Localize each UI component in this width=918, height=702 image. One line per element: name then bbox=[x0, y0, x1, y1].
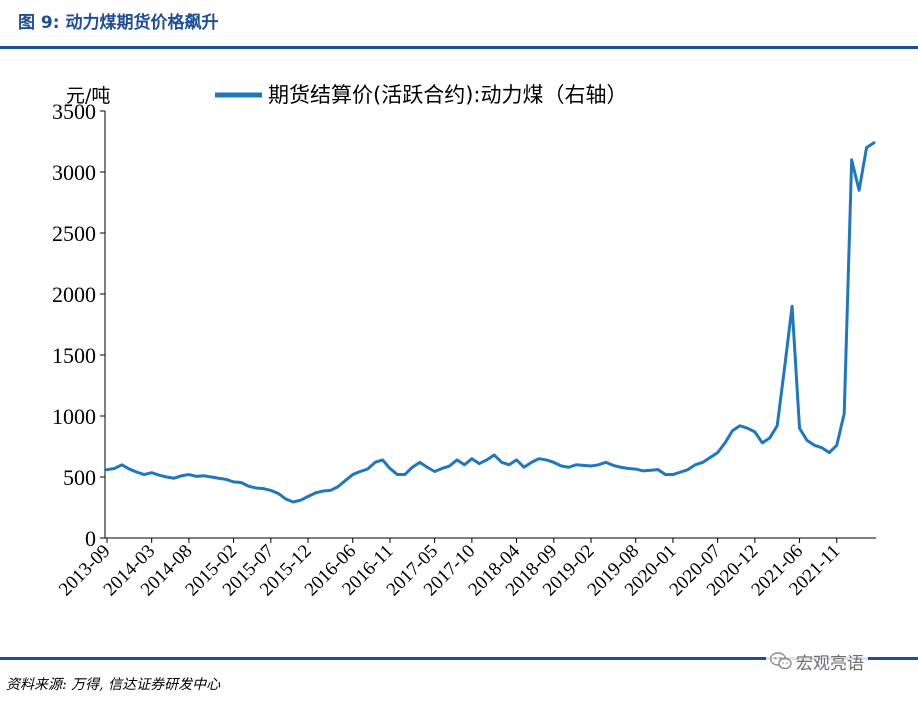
y-tick-label: 2500 bbox=[52, 221, 96, 246]
plot-frame bbox=[104, 111, 876, 539]
y-tick-label: 1500 bbox=[52, 343, 96, 368]
y-tick-label: 3500 bbox=[52, 99, 96, 124]
top-rule bbox=[0, 46, 918, 49]
y-axis-unit-label: 元/吨 bbox=[66, 85, 110, 107]
watermark: 宏观亮语 bbox=[766, 648, 868, 674]
wechat-icon bbox=[770, 652, 792, 670]
bottom-rule bbox=[0, 657, 918, 660]
y-tick-label: 3000 bbox=[52, 160, 96, 185]
price-chart: 0 500 1000 1500 2000 2500 3000 3500 2013-092014… bbox=[52, 83, 876, 600]
source-note: 资料来源: 万得, 信达证券研发中心 bbox=[6, 677, 221, 693]
watermark-text: 宏观亮语 bbox=[796, 653, 864, 674]
y-tick-label: 0 bbox=[85, 526, 96, 551]
y-tick-label: 2000 bbox=[52, 282, 96, 307]
y-tick-label: 1000 bbox=[52, 404, 96, 429]
series-line-0 bbox=[105, 141, 876, 504]
series-layer bbox=[105, 141, 876, 504]
legend: 期货结算价(活跃合约):动力煤（右轴） bbox=[215, 83, 627, 107]
legend-label: 期货结算价(活跃合约):动力煤（右轴） bbox=[268, 83, 627, 107]
x-axis: 2013-092014-032014-082015-022015-072015-… bbox=[55, 538, 844, 600]
figure-title: 图 9: 动力煤期货价格飙升 bbox=[18, 13, 219, 33]
y-axis: 0 500 1000 1500 2000 2500 3000 3500 bbox=[52, 99, 105, 551]
y-tick-label: 500 bbox=[63, 465, 96, 490]
